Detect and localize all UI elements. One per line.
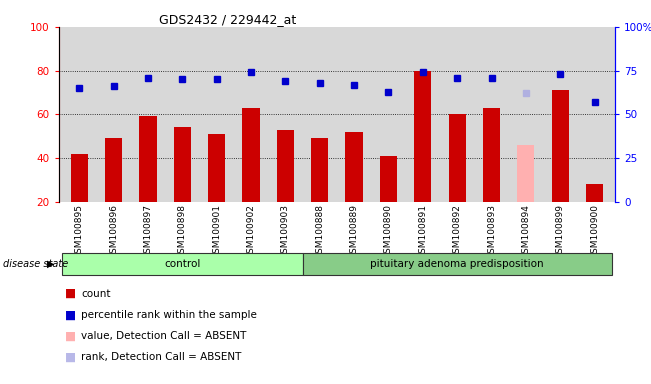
Text: ■: ■	[65, 329, 76, 343]
Bar	[208, 134, 225, 202]
Bar	[242, 108, 260, 202]
Bar	[139, 116, 156, 202]
Text: pituitary adenoma predisposition: pituitary adenoma predisposition	[370, 259, 544, 269]
Text: ■: ■	[65, 308, 76, 321]
Text: percentile rank within the sample: percentile rank within the sample	[81, 310, 257, 320]
Bar	[277, 129, 294, 202]
Bar	[483, 108, 500, 202]
Text: count: count	[81, 289, 111, 299]
Text: GDS2432 / 229442_at: GDS2432 / 229442_at	[159, 13, 296, 26]
Text: control: control	[164, 259, 201, 269]
Bar	[311, 138, 328, 202]
Text: ■: ■	[65, 351, 76, 364]
Bar	[414, 71, 432, 202]
Bar	[70, 154, 88, 202]
Bar	[586, 184, 603, 202]
Bar	[105, 138, 122, 202]
Bar	[518, 145, 534, 202]
Bar	[551, 90, 569, 202]
Text: rank, Detection Call = ABSENT: rank, Detection Call = ABSENT	[81, 352, 242, 362]
Text: value, Detection Call = ABSENT: value, Detection Call = ABSENT	[81, 331, 247, 341]
Text: ▶: ▶	[46, 259, 54, 269]
Bar	[174, 127, 191, 202]
Bar	[449, 114, 465, 202]
Bar	[346, 132, 363, 202]
Text: ■: ■	[65, 287, 76, 300]
Text: disease state: disease state	[3, 259, 68, 269]
Bar	[380, 156, 397, 202]
